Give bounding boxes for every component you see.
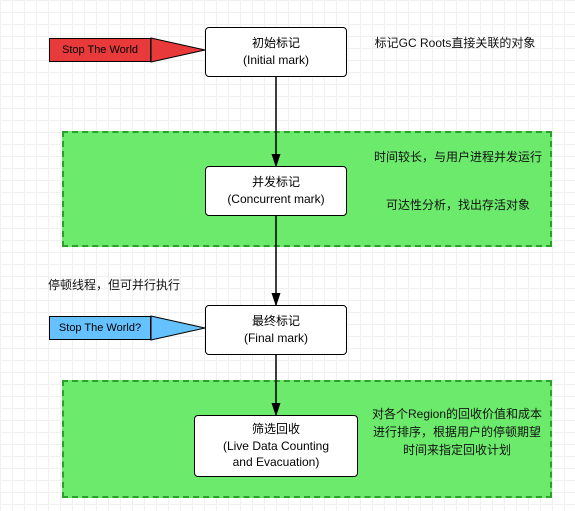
desc-evac: 对各个Region的回收价值和成本进行排序，根据用户的停顿期望时间来指定回收计划 — [370, 405, 544, 459]
desc-concurrent-a: 时间较长，与用户进程并发运行 — [368, 148, 548, 166]
stw-red-label: Stop The World — [62, 44, 138, 56]
node-concurrent-line2: (Concurrent mark) — [227, 191, 324, 208]
node-initial-line1: 初始标记 — [252, 35, 300, 52]
desc-initial-text: 标记GC Roots直接关联的对象 — [375, 36, 536, 50]
desc-concurrent-b: 可达性分析，找出存活对象 — [368, 196, 548, 214]
desc-concurrent-a-text: 时间较长，与用户进程并发运行 — [374, 150, 542, 164]
node-evacuation: 筛选回收 (Live Data Counting and Evacuation) — [194, 415, 358, 477]
node-final-mark: 最终标记 (Final mark) — [205, 305, 347, 355]
stw-red-badge: Stop The World — [49, 38, 151, 62]
desc-initial: 标记GC Roots直接关联的对象 — [360, 34, 550, 52]
desc-concurrent-b-text: 可达性分析，找出存活对象 — [386, 198, 530, 212]
node-concurrent-line1: 并发标记 — [252, 174, 300, 191]
node-evac-line1: 筛选回收 — [252, 421, 300, 438]
stw-blue-label: Stop The World? — [59, 322, 141, 334]
node-initial-mark: 初始标记 (Initial mark) — [205, 27, 347, 77]
desc-final-text: 停顿线程，但可并行执行 — [48, 278, 180, 292]
node-evac-line2: (Live Data Counting — [223, 438, 329, 455]
desc-evac-text: 对各个Region的回收价值和成本进行排序，根据用户的停顿期望时间来指定回收计划 — [372, 407, 542, 457]
node-initial-line2: (Initial mark) — [243, 52, 309, 69]
node-final-line2: (Final mark) — [244, 330, 308, 347]
desc-final: 停顿线程，但可并行执行 — [48, 276, 208, 294]
node-evac-line3: and Evacuation) — [233, 454, 320, 471]
node-final-line1: 最终标记 — [252, 313, 300, 330]
stw-blue-badge: Stop The World? — [49, 316, 151, 340]
node-concurrent-mark: 并发标记 (Concurrent mark) — [205, 166, 347, 216]
